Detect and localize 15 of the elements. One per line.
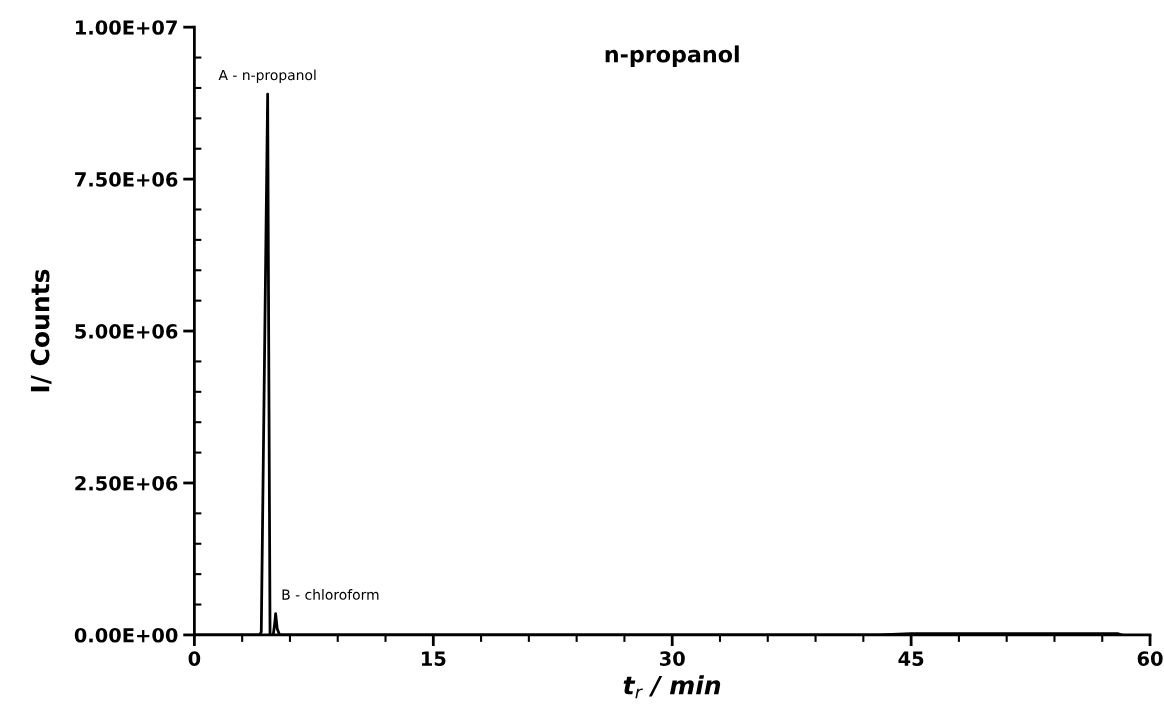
x-axis-title: t$_{r}$ / min [623,675,721,699]
y-tick-label: 5.00E+06 [75,324,178,339]
y-axis-title: I/ Counts [30,269,52,392]
annotation: A - n-propanol [218,69,316,83]
x-tick-label: 0 [188,651,201,666]
x-tick-label: 45 [898,651,924,666]
y-tick-label: 2.50E+06 [75,475,178,491]
x-tick-label: 30 [659,651,685,666]
y-tick-label: 0.00E+00 [74,627,178,643]
y-tick-label: 7.50E+06 [75,172,178,187]
x-tick-label: 15 [421,651,446,666]
x-tick-label: 60 [1137,651,1163,666]
y-tick-label: 1.00E+07 [76,20,177,35]
text: n-propanol [605,45,739,67]
annotation: B - chloroform [282,589,379,600]
